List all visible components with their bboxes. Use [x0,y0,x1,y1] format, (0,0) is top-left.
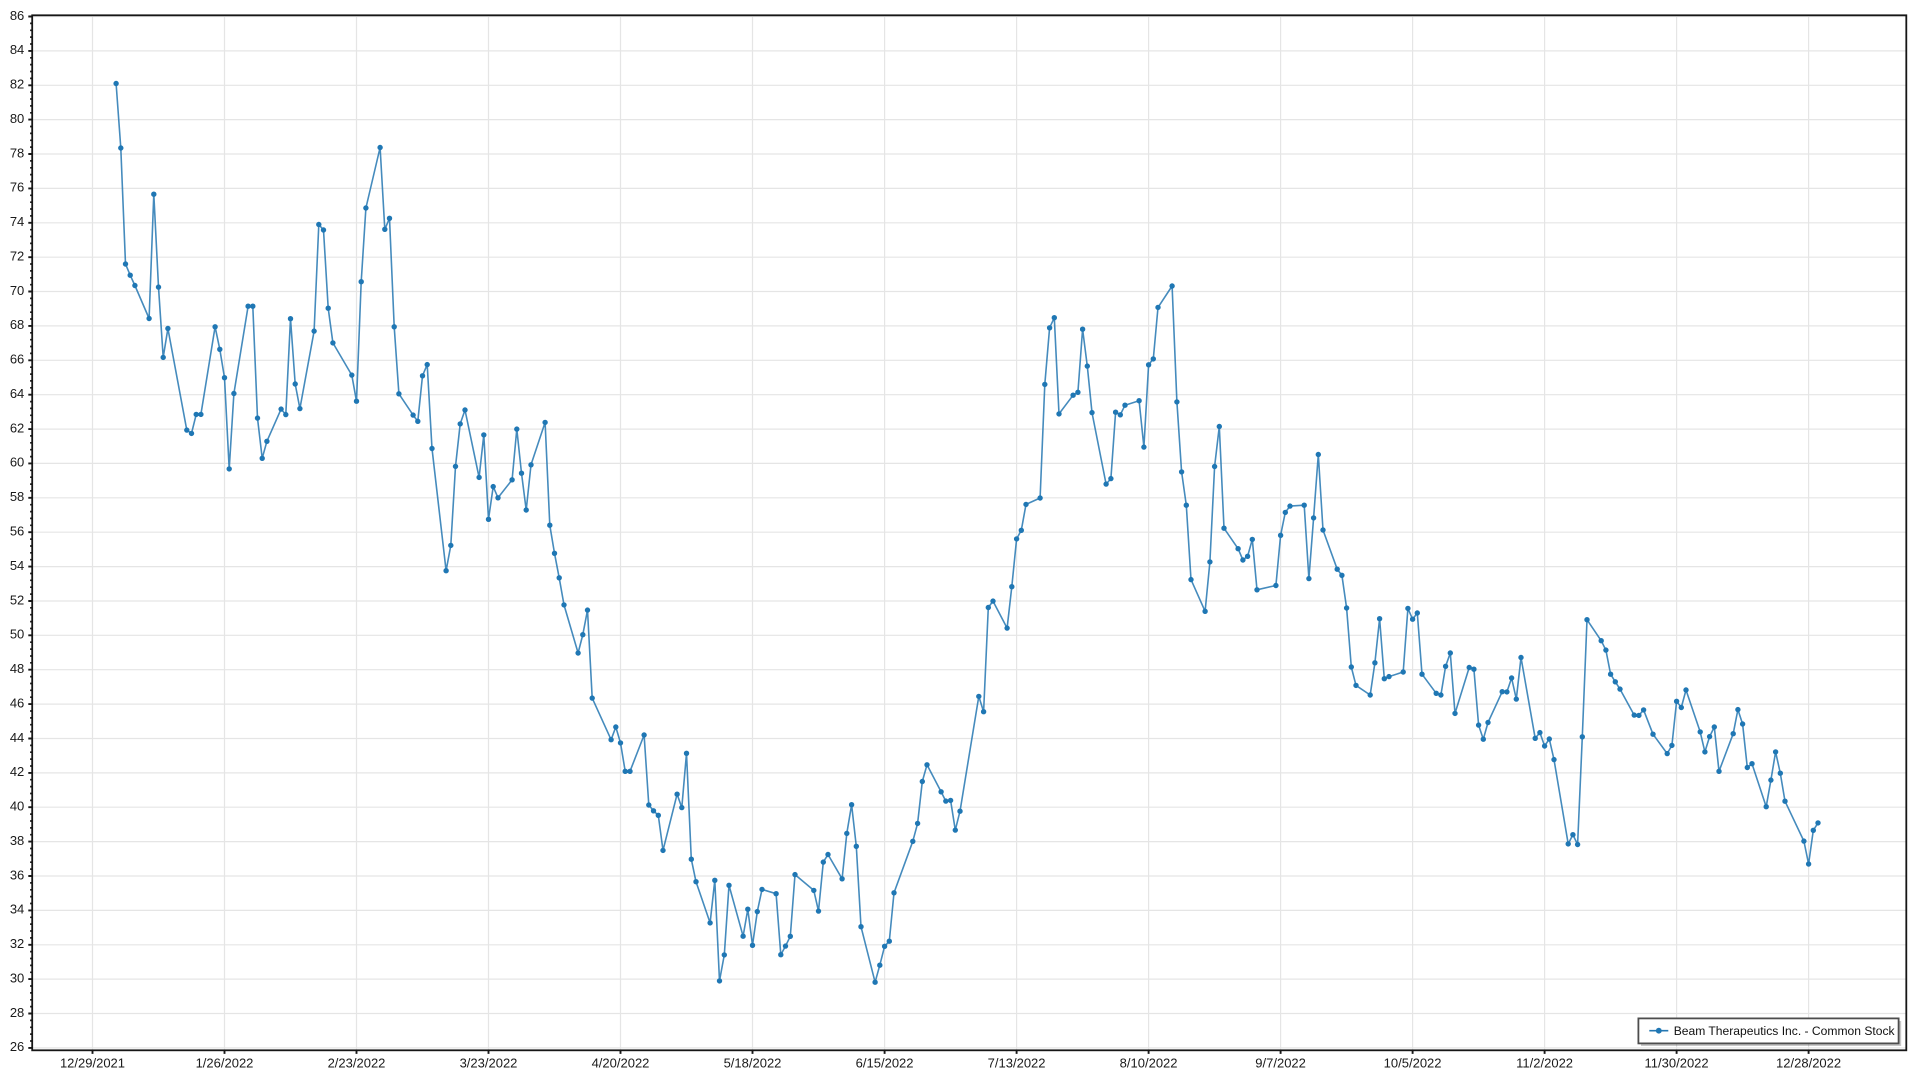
svg-text:32: 32 [10,936,24,951]
svg-text:11/2/2022: 11/2/2022 [1516,1056,1573,1071]
svg-text:48: 48 [10,661,24,676]
svg-text:70: 70 [10,283,24,298]
svg-text:36: 36 [10,867,24,882]
svg-text:52: 52 [10,592,24,607]
svg-text:2/23/2022: 2/23/2022 [328,1056,386,1071]
svg-text:64: 64 [10,386,24,401]
svg-text:86: 86 [10,8,24,23]
svg-text:11/30/2022: 11/30/2022 [1645,1056,1709,1071]
svg-text:34: 34 [10,902,24,917]
svg-text:7/13/2022: 7/13/2022 [988,1056,1046,1071]
svg-text:26: 26 [10,1039,24,1054]
svg-text:82: 82 [10,77,24,92]
svg-text:62: 62 [10,420,24,435]
svg-text:78: 78 [10,145,24,160]
svg-text:Beam Therapeutics Inc. - Commo: Beam Therapeutics Inc. - Common Stock [1674,1024,1896,1038]
svg-text:56: 56 [10,524,24,539]
svg-text:5/18/2022: 5/18/2022 [724,1056,782,1071]
svg-text:68: 68 [10,317,24,332]
svg-text:46: 46 [10,695,24,710]
svg-text:66: 66 [10,352,24,367]
svg-text:72: 72 [10,249,24,264]
svg-text:28: 28 [10,1005,24,1020]
svg-text:44: 44 [10,730,24,745]
svg-text:10/5/2022: 10/5/2022 [1384,1056,1442,1071]
svg-text:60: 60 [10,455,24,470]
svg-text:6/15/2022: 6/15/2022 [856,1056,914,1071]
svg-text:76: 76 [10,180,24,195]
svg-text:42: 42 [10,764,24,779]
svg-text:58: 58 [10,489,24,504]
svg-text:50: 50 [10,627,24,642]
svg-text:54: 54 [10,558,24,573]
svg-text:9/7/2022: 9/7/2022 [1255,1056,1306,1071]
svg-text:84: 84 [10,42,24,57]
svg-text:3/23/2022: 3/23/2022 [460,1056,518,1071]
svg-text:30: 30 [10,970,24,985]
svg-text:38: 38 [10,833,24,848]
svg-text:8/10/2022: 8/10/2022 [1120,1056,1178,1071]
svg-text:74: 74 [10,214,24,229]
svg-text:1/26/2022: 1/26/2022 [196,1056,254,1071]
svg-text:12/28/2022: 12/28/2022 [1776,1056,1841,1071]
svg-text:4/20/2022: 4/20/2022 [592,1056,650,1071]
svg-text:40: 40 [10,799,24,814]
svg-text:80: 80 [10,111,24,126]
svg-text:12/29/2021: 12/29/2021 [60,1056,125,1071]
